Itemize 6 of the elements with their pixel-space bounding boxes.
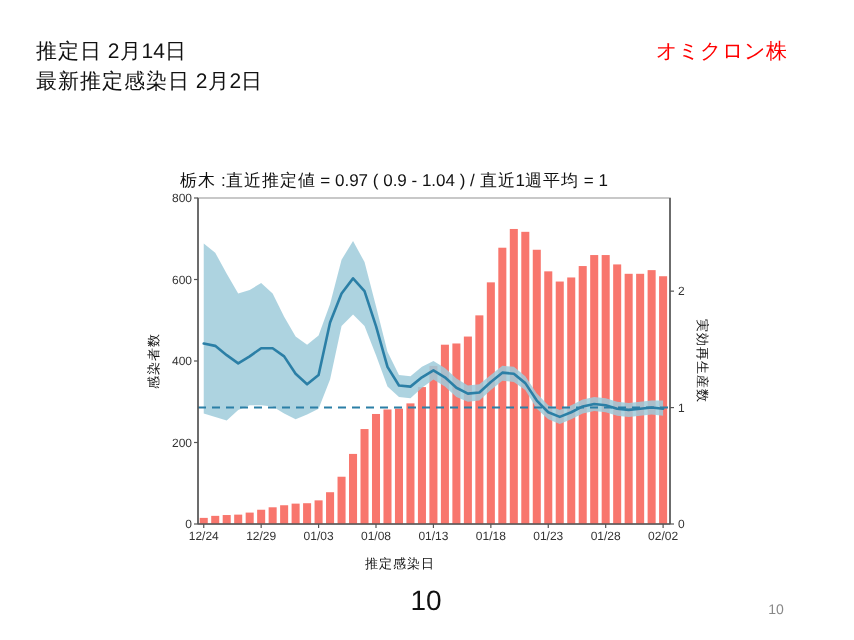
text: 最新推定感染日 2月2日 (36, 68, 264, 94)
text: 推定日 2月14日 (36, 38, 187, 64)
text: 10 (410, 584, 442, 616)
line-series (202, 277, 665, 419)
chart-title: 栃木 :直近推定値 = 0.97 ( 0.9 - 1.04 ) / 直近1週平均 = 1 (180, 170, 609, 190)
text: オミクロン株 (656, 38, 788, 64)
